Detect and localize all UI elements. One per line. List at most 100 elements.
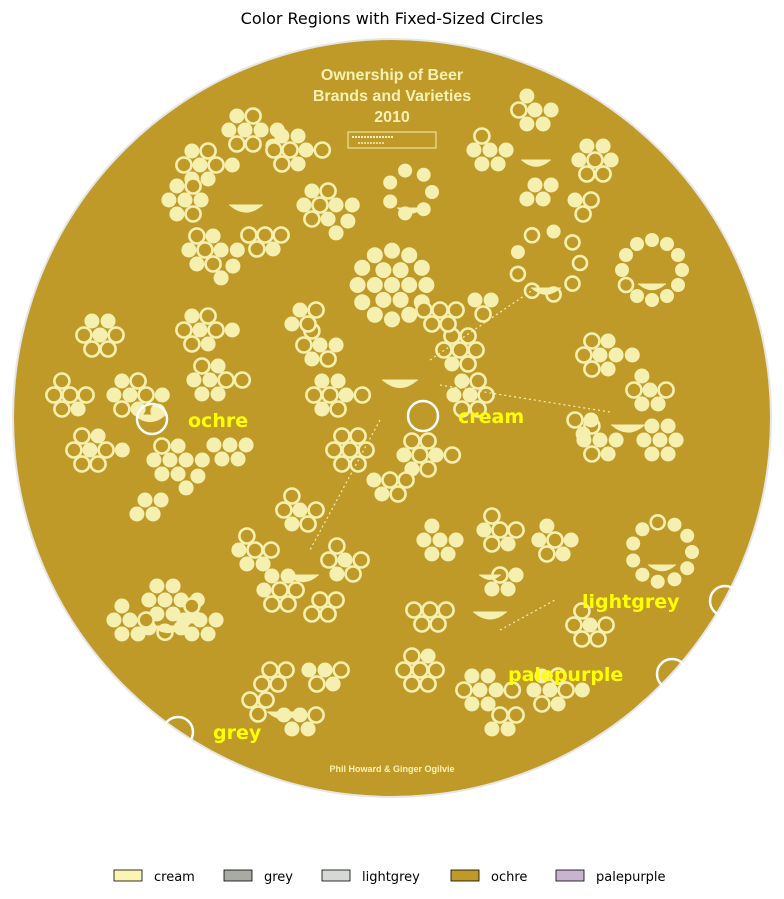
label-grey: grey <box>213 722 262 744</box>
variety-ring <box>405 601 423 619</box>
variety-dot <box>304 351 320 367</box>
variety-dot <box>114 442 130 458</box>
variety-dot <box>550 696 566 712</box>
marker-lightgrey <box>708 584 742 618</box>
variety-dot <box>149 578 165 594</box>
variety-dot <box>320 211 336 227</box>
variety-ring <box>256 226 274 244</box>
variety-dot <box>213 270 229 286</box>
variety-dot <box>184 308 200 324</box>
variety-dot <box>344 197 360 213</box>
variety-ring <box>583 332 601 350</box>
variety-dot <box>531 532 547 548</box>
variety-ring <box>491 521 509 539</box>
variety-dot <box>192 157 208 173</box>
variety-dot <box>667 572 682 587</box>
variety-ring <box>413 615 431 633</box>
variety-dot <box>298 142 314 158</box>
variety-dot <box>165 578 181 594</box>
variety-dot <box>634 396 650 412</box>
variety-dot <box>384 277 400 293</box>
variety-ring <box>573 602 591 620</box>
variety-dot <box>100 313 116 329</box>
variety-dot <box>366 306 383 323</box>
variety-dot <box>671 248 685 262</box>
variety-dot <box>202 372 218 388</box>
variety-dot <box>645 293 659 307</box>
variety-ring <box>574 205 592 223</box>
variety-ring <box>240 226 258 244</box>
variety-dot <box>114 598 130 614</box>
variety-ring <box>320 551 338 569</box>
variety-dot <box>284 721 300 737</box>
variety-dot <box>660 289 674 303</box>
variety-ring <box>327 591 345 609</box>
variety-dot <box>608 347 624 363</box>
variety-dot <box>239 556 255 572</box>
variety-ring <box>107 326 125 344</box>
label-palepurple: palepurple <box>508 664 623 686</box>
brand-bowl <box>611 425 645 433</box>
variety-dot <box>383 175 398 190</box>
variety-dot <box>626 536 641 551</box>
variety-ring <box>273 155 291 173</box>
variety-dot <box>317 662 333 678</box>
variety-ring <box>261 661 279 679</box>
variety-dot <box>472 682 488 698</box>
variety-ring <box>175 321 193 339</box>
variety-dot <box>650 396 666 412</box>
variety-dot <box>636 432 652 448</box>
variety-ring <box>311 196 329 214</box>
variety-ring <box>53 372 71 390</box>
variety-ring <box>321 386 339 404</box>
variety-dot <box>301 662 317 678</box>
variety-dot <box>555 546 571 562</box>
variety-ring <box>419 675 437 693</box>
variety-dot <box>193 192 209 208</box>
variety-dot <box>464 696 480 712</box>
variety-dot <box>238 437 254 453</box>
variety-dot <box>366 247 383 264</box>
variety-dot <box>384 311 400 328</box>
variety-dot <box>483 292 499 308</box>
variety-ring <box>204 255 222 273</box>
variety-dot <box>265 241 281 257</box>
variety-dot <box>325 676 341 692</box>
variety-dot <box>401 247 418 264</box>
variety-dot <box>200 626 216 642</box>
variety-ring <box>435 341 453 359</box>
variety-dot <box>425 185 439 199</box>
variety-dot <box>374 486 390 502</box>
variety-ring <box>333 427 351 445</box>
variety-dot <box>383 194 398 209</box>
variety-ring <box>597 616 615 634</box>
image-panel: Ownership of Beer Brands and Varieties 2… <box>12 38 772 798</box>
variety-dot <box>660 418 676 434</box>
variety-dot <box>571 152 587 168</box>
variety-ring <box>415 301 433 319</box>
variety-ring <box>411 446 429 464</box>
variety-dot <box>213 242 229 258</box>
variety-ring <box>299 315 317 333</box>
variety-dot <box>178 480 194 496</box>
variety-dot <box>292 502 308 518</box>
variety-dot <box>660 446 676 462</box>
variety-dot <box>527 102 543 118</box>
variety-dot <box>542 682 558 698</box>
variety-dot <box>214 451 230 467</box>
variety-dot <box>462 387 478 403</box>
variety-dot <box>90 428 106 444</box>
variety-dot <box>635 567 650 582</box>
variety-dot <box>170 466 186 482</box>
variety-ring <box>281 141 299 159</box>
variety-ring <box>474 305 492 323</box>
variety-ring <box>397 471 415 489</box>
image-credit: Phil Howard & Ginger Ogilvie <box>329 764 454 774</box>
variety-ring <box>75 326 93 344</box>
variety-ring <box>303 605 321 623</box>
variety-dot <box>500 721 516 737</box>
variety-ring <box>453 400 471 418</box>
variety-ring <box>459 327 477 345</box>
variety-ring <box>403 675 421 693</box>
region-markers: ochre cream lightgrey palepurple grey <box>135 399 742 749</box>
